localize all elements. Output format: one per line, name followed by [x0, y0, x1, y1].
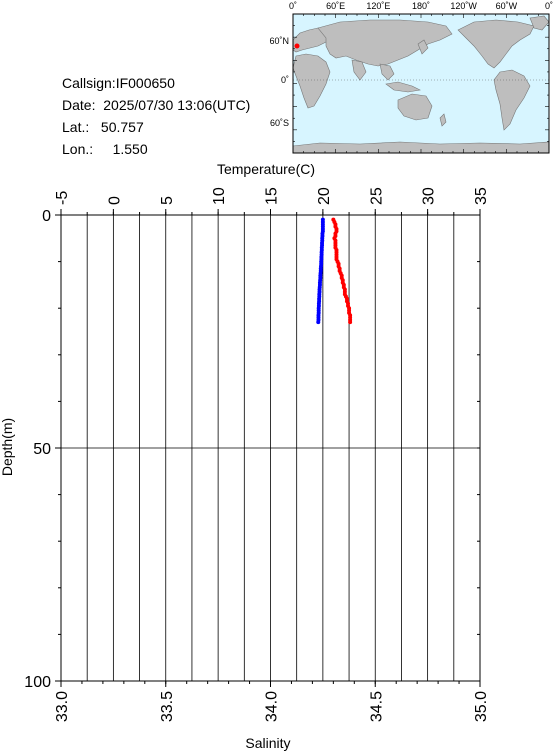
map-lon-label: 120˚E	[366, 1, 390, 11]
land-se-asia	[379, 63, 395, 81]
temperature-tick-label: 0	[106, 196, 123, 205]
map-top-labels: 0˚ 60˚E 120˚E 180˚ 120˚W 60˚W 0˚	[289, 1, 553, 11]
temperature-tick-label: -5	[54, 191, 71, 205]
depth-axis: 0 50 100	[24, 208, 480, 691]
land-india	[351, 59, 367, 81]
temperature-point	[348, 320, 353, 325]
salinity-tick-label: 34.0	[264, 691, 281, 722]
land-asia	[317, 19, 453, 67]
map-lat-label: 60˚S	[270, 118, 289, 128]
callsign-label: Callsign:	[62, 75, 116, 91]
land-indonesia	[385, 81, 421, 93]
map-lat-label: 60˚N	[269, 36, 289, 46]
temperature-tick-label: 35	[473, 187, 490, 205]
salinity-tick-label: 34.5	[368, 691, 385, 722]
map-lon-label: 0˚	[289, 1, 297, 11]
map-lon-label: 60˚E	[326, 1, 345, 11]
salinity-point	[316, 320, 321, 325]
salinity-tick-label: 33.5	[159, 691, 176, 722]
land-japan	[417, 39, 429, 55]
map-ticks	[292, 13, 550, 154]
depth-tick-label: 100	[24, 674, 51, 691]
world-map: 0˚ 60˚E 120˚E 180˚ 120˚W 60˚W 0˚ 60˚N 0˚ 60˚S	[269, 1, 553, 154]
temperature-tick-label: 30	[421, 187, 438, 205]
salinity-tick-label: 35.0	[473, 691, 490, 722]
salinity-axis: 33.0 33.5 34.0 34.5 35.0	[54, 681, 490, 722]
salinity-tick-label: 33.0	[54, 691, 71, 722]
land-new-zealand	[439, 113, 447, 127]
temperature-tick-label: 15	[264, 187, 281, 205]
lat-value: 50.757	[100, 119, 144, 135]
salinity-axis-title: Salinity	[245, 735, 290, 751]
map-lat-label: 0˚	[281, 75, 289, 85]
lon-line: Lon.: 1.550	[62, 138, 250, 160]
temperature-tick-label: 20	[316, 187, 333, 205]
callsign-value: IF000650	[115, 75, 175, 91]
depth-tick-label: 50	[33, 441, 51, 458]
date-label: Date:	[62, 97, 96, 113]
lat-line: Lat.: 50.757	[62, 116, 250, 138]
temperature-tick-label: 10	[211, 187, 228, 205]
temperature-axis-title: Temperature(C)	[217, 161, 315, 177]
land-africa	[292, 53, 331, 109]
lat-label: Lat.:	[62, 119, 90, 135]
land-greenland	[529, 15, 550, 31]
land-australia	[397, 93, 433, 121]
chart-grid	[61, 215, 480, 681]
date-line: Date: 2025/07/30 13:06(UTC)	[62, 94, 250, 116]
date-value: 2025/07/30 13:06(UTC)	[103, 97, 251, 113]
map-left-labels: 60˚N 0˚ 60˚S	[269, 36, 289, 128]
map-lon-label: 0˚	[545, 1, 553, 11]
series-layer	[316, 217, 353, 325]
land-south-america	[493, 69, 531, 131]
station-marker	[294, 43, 300, 49]
temperature-axis: -5 0 5 10 15 20 25 30 35	[54, 187, 490, 215]
depth-tick-label: 0	[42, 208, 51, 225]
callsign-line: Callsign:IF000650	[62, 72, 250, 94]
lon-value: 1.550	[112, 141, 148, 157]
temperature-tick-label: 25	[368, 187, 385, 205]
map-lon-label: 60˚W	[496, 1, 518, 11]
map-lon-label: 180˚	[412, 1, 430, 11]
land-north-america	[457, 19, 535, 69]
map-land	[292, 15, 550, 154]
temperature-tick-label: 5	[159, 196, 176, 205]
station-info: Callsign:IF000650 Date: 2025/07/30 13:06…	[62, 72, 250, 160]
lon-label: Lon.:	[62, 141, 94, 157]
map-lon-label: 120˚W	[450, 1, 477, 11]
depth-axis-title: Depth(m)	[0, 418, 15, 476]
